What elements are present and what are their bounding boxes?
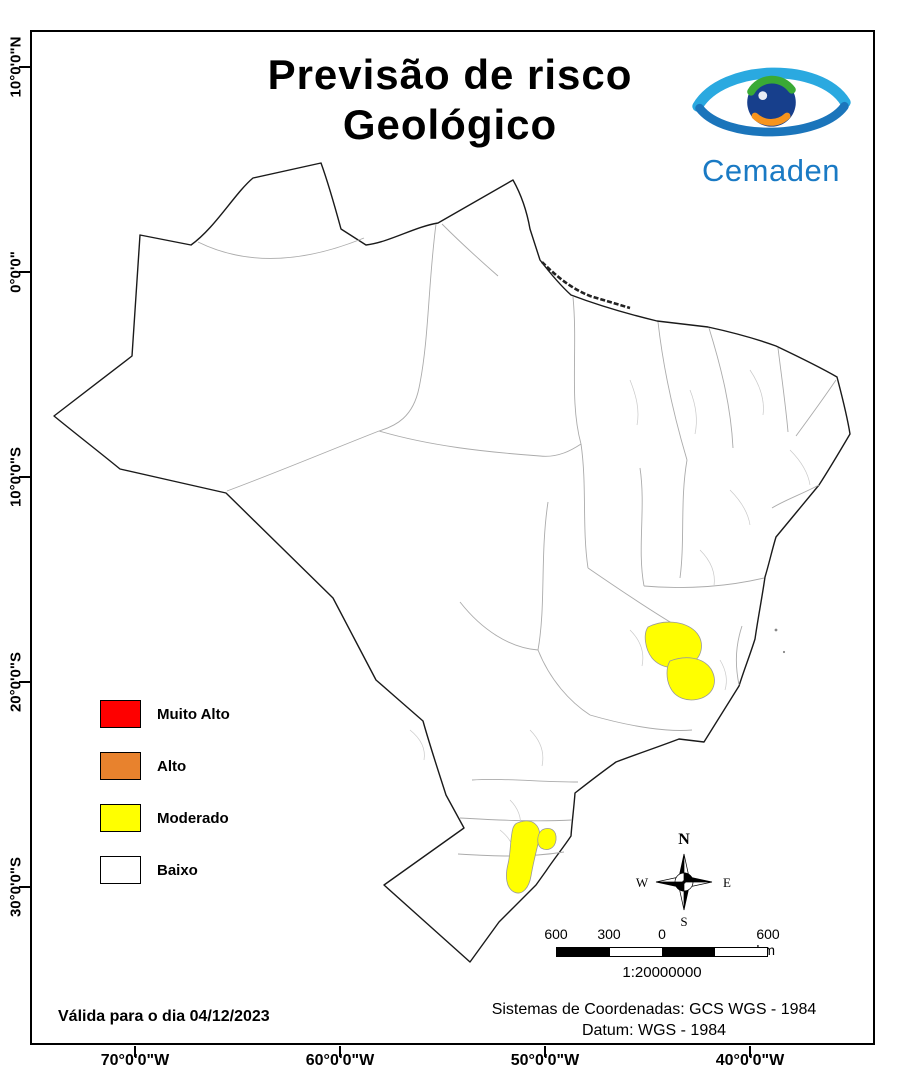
scale-ratio: 1:20000000	[622, 964, 702, 981]
compass-n-label: N	[678, 831, 690, 848]
coordinate-system-info: Sistemas de Coordenadas: GCS WGS - 1984 …	[440, 1000, 868, 1042]
brazil-risk-map	[53, 162, 851, 963]
legend-label: Moderado	[157, 809, 229, 827]
title-line-1: Previsão de risco	[267, 51, 633, 98]
datum-line: Datum: WGS - 1984	[581, 1021, 727, 1039]
legend-label: Baixo	[157, 861, 198, 879]
lat-tick	[19, 271, 30, 273]
legend-swatch-alto	[100, 752, 141, 780]
compass-e-label: E	[723, 875, 731, 890]
compass-s-label: S	[680, 914, 687, 929]
title-line-2: Geológico	[342, 100, 558, 148]
legend-item-baixo: Baixo	[100, 856, 230, 884]
scale-label-300: 300	[597, 926, 621, 942]
risk-area-moderado-1b	[666, 657, 715, 701]
lon-tick	[749, 1046, 751, 1057]
municipal-boundaries	[409, 369, 811, 861]
risk-legend: Muito Alto Alto Moderado Baixo	[100, 700, 230, 908]
lat-tick	[19, 681, 30, 683]
scale-label-600-left: 600	[544, 926, 568, 942]
coordinate-system-line: Sistemas de Coordenadas: GCS WGS - 1984	[491, 1001, 817, 1018]
north-arrow-icon: N S W E	[636, 831, 731, 929]
axis-label-lon-60w: 60°0'0"W	[305, 1052, 375, 1069]
legend-item-alto: Alto	[100, 752, 230, 780]
lat-tick	[19, 886, 30, 888]
cemaden-eye-icon	[691, 67, 851, 137]
lon-tick	[544, 1046, 546, 1057]
lat-tick	[19, 476, 30, 478]
legend-label: Alto	[157, 757, 187, 775]
legend-swatch-baixo	[100, 856, 141, 884]
scale-segment	[557, 948, 610, 956]
scale-segment	[609, 948, 663, 956]
compass-w-label: W	[636, 875, 649, 890]
scale-bar: 600 300 0 600 km 1:20000000	[544, 926, 788, 986]
scale-label-0: 0	[658, 926, 666, 942]
risk-area-group	[506, 621, 715, 894]
risk-area-moderado-2b	[537, 828, 557, 850]
legend-item-moderado: Moderado	[100, 804, 230, 832]
axis-label-lon-70w: 70°0'0"W	[100, 1052, 170, 1069]
scale-segment	[662, 948, 716, 956]
lat-tick	[19, 66, 30, 68]
island-dot	[782, 650, 786, 654]
axis-label-lon-50w: 50°0'0"W	[510, 1052, 580, 1069]
legend-label: Muito Alto	[157, 705, 230, 723]
north-coast-detail	[541, 261, 631, 310]
island-dot	[774, 628, 778, 632]
page-title: Previsão de risco Geológico	[180, 50, 720, 149]
scale-bar-graphic	[556, 947, 768, 957]
axis-label-lon-40w: 40°0'0"W	[715, 1052, 785, 1069]
cemaden-logo-text: Cemaden	[702, 153, 840, 188]
legend-item-muito-alto: Muito Alto	[100, 700, 230, 728]
cemaden-logo: Cemaden	[676, 48, 866, 189]
legend-swatch-moderado	[100, 804, 141, 832]
legend-swatch-muito-alto	[100, 700, 141, 728]
scale-segment	[715, 948, 767, 956]
lon-tick	[134, 1046, 136, 1057]
brazil-outline	[53, 162, 851, 963]
validity-date: Válida para o dia 04/12/2023	[58, 1008, 270, 1025]
lon-tick	[339, 1046, 341, 1057]
